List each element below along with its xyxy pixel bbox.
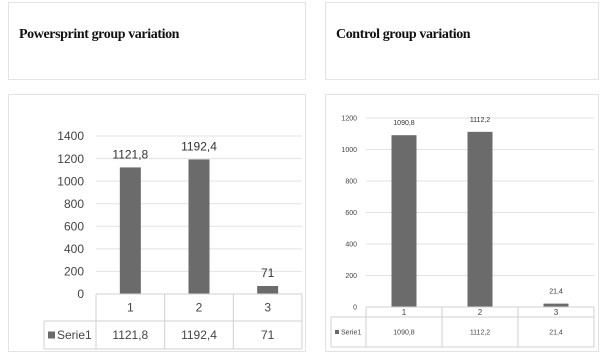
left-bar-chart: 0 200 400 600 800 1000 1200 1400 1121,8 1192,4 71 1…: [43, 129, 303, 350]
y-tick-label: 0: [77, 287, 84, 301]
data-label: 1121,8: [112, 147, 148, 161]
right-chart-title: Control group variation: [336, 27, 471, 42]
y-tick-label: 400: [345, 241, 357, 248]
y-tick-label: 800: [64, 197, 84, 211]
x-category-label: 2: [196, 301, 203, 315]
legend-series-name: Serie1: [341, 329, 361, 336]
right-bar-chart: 0 200 400 600 800 1000 1200 1090,8 1112,2 21,4 1 10…: [330, 115, 595, 348]
x-category-label: 3: [264, 301, 271, 315]
bar: [543, 303, 569, 307]
table-value: 1112,2: [470, 329, 490, 336]
table-value: 1192,4: [181, 328, 217, 342]
y-tick-label: 0: [353, 304, 357, 311]
data-label: 71: [261, 266, 275, 280]
x-category-label: 1: [127, 301, 134, 315]
y-tick-label: 200: [345, 273, 357, 280]
x-category-label: 2: [478, 308, 483, 317]
y-tick-label: 1200: [341, 115, 357, 122]
bar: [119, 167, 141, 294]
y-tick-label: 1200: [57, 152, 84, 166]
y-tick-label: 200: [64, 265, 84, 279]
legend-key: [335, 330, 339, 334]
y-tick-label: 1000: [341, 147, 357, 154]
y-tick-label: 600: [64, 219, 84, 233]
y-tick-label: 1400: [57, 129, 84, 143]
right-title-box: Control group variation: [325, 2, 599, 80]
y-tick-label: 800: [345, 178, 357, 185]
left-title-box: Powersprint group variation: [8, 2, 306, 80]
left-chart-title: Powersprint group variation: [19, 27, 180, 42]
table-value: 1121,8: [112, 328, 148, 342]
bar: [188, 159, 210, 294]
y-tick-label: 1000: [57, 174, 84, 188]
legend-series-name: Serie1: [57, 328, 92, 342]
bar: [391, 135, 417, 307]
table-value: 21,4: [549, 329, 563, 336]
data-label: 1192,4: [181, 139, 217, 153]
x-category-label: 1: [402, 308, 407, 317]
left-chart-panel: 0 200 400 600 800 1000 1200 1400 1121,8 1192,4 71 1…: [8, 94, 306, 352]
data-label: 21,4: [549, 289, 563, 296]
bar: [257, 285, 279, 294]
data-label: 1112,2: [470, 117, 490, 124]
y-tick-label: 400: [64, 242, 84, 256]
x-category-label: 3: [554, 308, 559, 317]
table-value: 1090,8: [393, 329, 415, 336]
y-tick-label: 600: [345, 210, 357, 217]
table-value: 71: [261, 328, 275, 342]
bar: [467, 131, 493, 307]
legend-key: [48, 331, 55, 339]
right-chart-panel: 0 200 400 600 800 1000 1200 1090,8 1112,2 21,4 1 10…: [325, 94, 599, 352]
data-label: 1090,8: [393, 120, 415, 127]
